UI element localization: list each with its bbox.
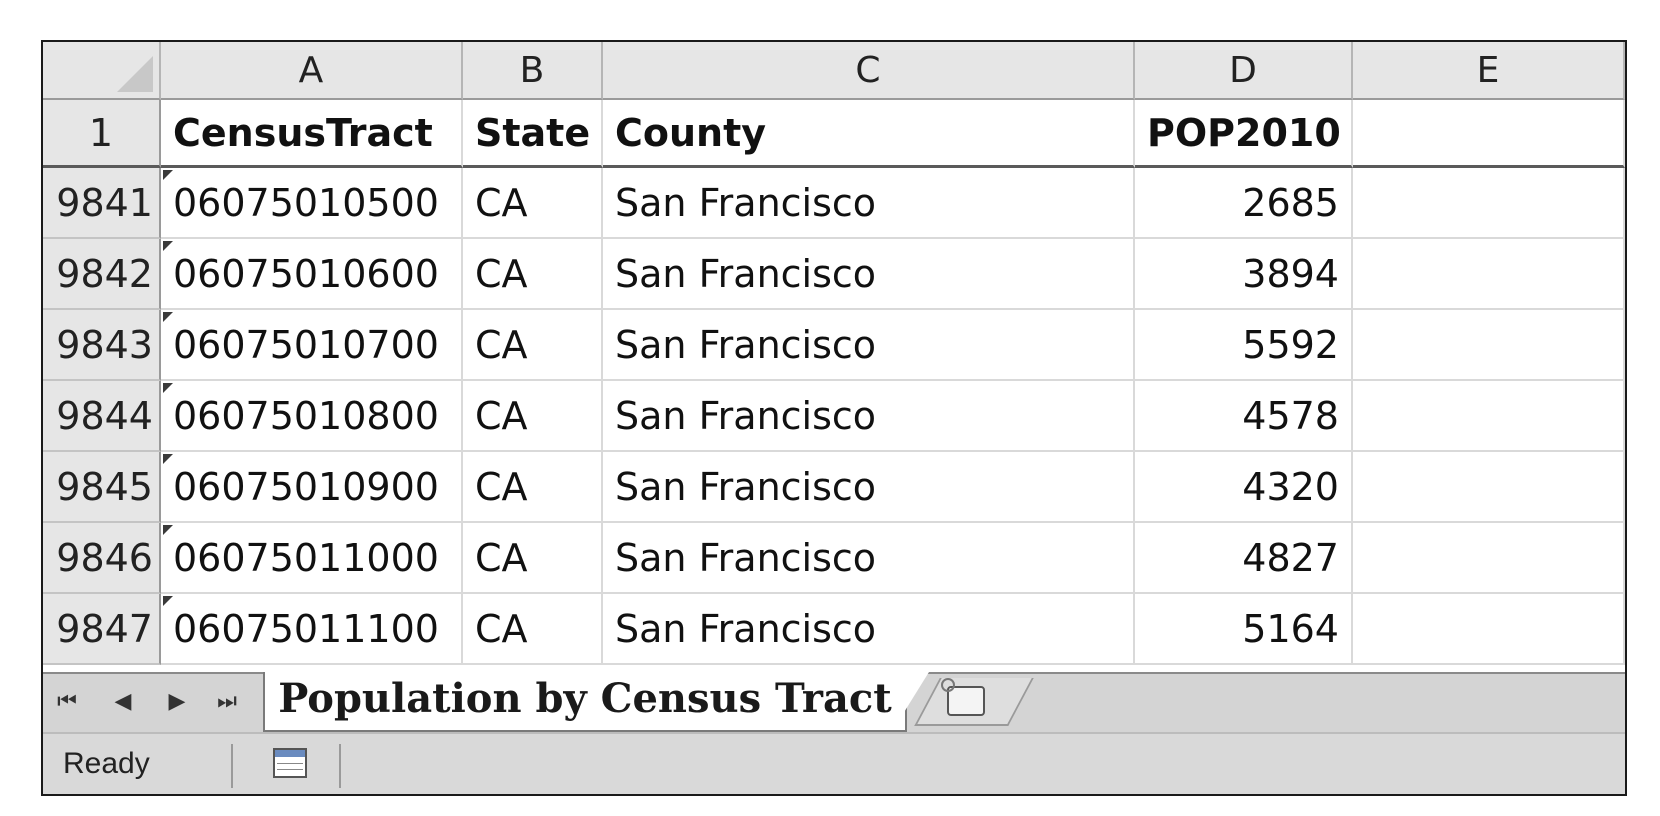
normal-view-icon[interactable] (273, 748, 307, 778)
table-row: 9845 06075010900 CA San Francisco 4320 (43, 452, 1625, 523)
table-row: 9847 06075011100 CA San Francisco 5164 (43, 594, 1625, 665)
column-header-c[interactable]: C (603, 42, 1135, 100)
row-header[interactable]: 9843 (43, 310, 161, 381)
sheet-tab-bar: ⏮ ◀ ▶ ⏭ Population by Census Tract (43, 672, 1625, 734)
cell-pop2010[interactable]: 2685 (1135, 168, 1353, 239)
cell-state[interactable]: CA (463, 381, 603, 452)
header-data-row: 1 CensusTract State County POP2010 (43, 100, 1625, 168)
column-header-a[interactable]: A (161, 42, 463, 100)
cell-pop2010[interactable]: 4578 (1135, 381, 1353, 452)
table-row: 9841 06075010500 CA San Francisco 2685 (43, 168, 1625, 239)
text-number-indicator-icon (163, 383, 173, 393)
cell-empty[interactable] (1353, 168, 1625, 239)
table-row: 9843 06075010700 CA San Francisco 5592 (43, 310, 1625, 381)
cell-censustract[interactable]: 06075010800 (161, 381, 463, 452)
cell-state[interactable]: CA (463, 452, 603, 523)
cell-pop2010[interactable]: 4320 (1135, 452, 1353, 523)
row-header[interactable]: 1 (43, 100, 161, 168)
cell-value: 06075010900 (173, 465, 439, 509)
text-number-indicator-icon (163, 454, 173, 464)
status-bar: Ready (43, 732, 1625, 794)
column-header-e[interactable]: E (1353, 42, 1625, 100)
cell-censustract[interactable]: 06075011100 (161, 594, 463, 665)
cell-censustract[interactable]: 06075011000 (161, 523, 463, 594)
cell-state[interactable]: CA (463, 594, 603, 665)
cell-state[interactable]: CA (463, 239, 603, 310)
cell-pop2010[interactable]: 5592 (1135, 310, 1353, 381)
row-header[interactable]: 9844 (43, 381, 161, 452)
text-number-indicator-icon (163, 170, 173, 180)
cell-state[interactable]: CA (463, 168, 603, 239)
row-header[interactable]: 9842 (43, 239, 161, 310)
column-header-d[interactable]: D (1135, 42, 1353, 100)
cell-empty[interactable] (1353, 523, 1625, 594)
text-number-indicator-icon (163, 241, 173, 251)
cell-value: 06075010500 (173, 181, 439, 225)
cell-empty[interactable] (1353, 239, 1625, 310)
cell-censustract-header[interactable]: CensusTract (161, 100, 463, 168)
insert-worksheet-icon[interactable] (941, 678, 985, 716)
cell-empty[interactable] (1353, 381, 1625, 452)
cell-county[interactable]: San Francisco (603, 310, 1135, 381)
cell-empty[interactable] (1353, 594, 1625, 665)
cell-value: 06075010700 (173, 323, 439, 367)
cell-value: 06075011100 (173, 607, 439, 651)
row-header[interactable]: 9846 (43, 523, 161, 594)
worksheet-grid: A B C D E 1 CensusTract State County POP… (43, 42, 1625, 672)
cell-county[interactable]: San Francisco (603, 239, 1135, 310)
cell-pop2010[interactable]: 3894 (1135, 239, 1353, 310)
cell-county-header[interactable]: County (603, 100, 1135, 168)
cell-value: 06075010600 (173, 252, 439, 296)
status-separator (339, 744, 341, 788)
next-sheet-icon[interactable]: ▶ (168, 689, 186, 714)
table-row: 9844 06075010800 CA San Francisco 4578 (43, 381, 1625, 452)
cell-state[interactable]: CA (463, 310, 603, 381)
cell-pop2010[interactable]: 5164 (1135, 594, 1353, 665)
status-separator (231, 744, 233, 788)
table-row: 9842 06075010600 CA San Francisco 3894 (43, 239, 1625, 310)
cell-value: 06075011000 (173, 536, 439, 580)
cell-pop2010-header[interactable]: POP2010 (1135, 100, 1353, 168)
select-all-triangle-icon (117, 56, 153, 92)
table-row: 9846 06075011000 CA San Francisco 4827 (43, 523, 1625, 594)
cell-censustract[interactable]: 06075010900 (161, 452, 463, 523)
cell-county[interactable]: San Francisco (603, 168, 1135, 239)
cell-county[interactable]: San Francisco (603, 523, 1135, 594)
text-number-indicator-icon (163, 525, 173, 535)
spreadsheet-window: A B C D E 1 CensusTract State County POP… (41, 40, 1627, 796)
row-header[interactable]: 9841 (43, 168, 161, 239)
cell-censustract[interactable]: 06075010700 (161, 310, 463, 381)
cell-state-header[interactable]: State (463, 100, 603, 168)
cell-value: 06075010800 (173, 394, 439, 438)
first-sheet-icon[interactable]: ⏮ (57, 689, 77, 714)
text-number-indicator-icon (163, 596, 173, 606)
row-header[interactable]: 9847 (43, 594, 161, 665)
cell-empty[interactable] (1353, 310, 1625, 381)
status-text: Ready (63, 747, 150, 780)
text-number-indicator-icon (163, 312, 173, 322)
cell-censustract[interactable]: 06075010500 (161, 168, 463, 239)
cell-empty[interactable] (1353, 452, 1625, 523)
cell-e-header[interactable] (1353, 100, 1625, 168)
select-all-corner[interactable] (43, 42, 161, 100)
previous-sheet-icon[interactable]: ◀ (114, 689, 132, 714)
row-header[interactable]: 9845 (43, 452, 161, 523)
cell-county[interactable]: San Francisco (603, 452, 1135, 523)
cell-state[interactable]: CA (463, 523, 603, 594)
sheet-tab-population[interactable]: Population by Census Tract (263, 672, 907, 732)
column-header-b[interactable]: B (463, 42, 603, 100)
cell-county[interactable]: San Francisco (603, 381, 1135, 452)
column-header-row: A B C D E (43, 42, 1625, 100)
last-sheet-icon[interactable]: ⏭ (217, 689, 237, 714)
cell-county[interactable]: San Francisco (603, 594, 1135, 665)
cell-pop2010[interactable]: 4827 (1135, 523, 1353, 594)
cell-censustract[interactable]: 06075010600 (161, 239, 463, 310)
